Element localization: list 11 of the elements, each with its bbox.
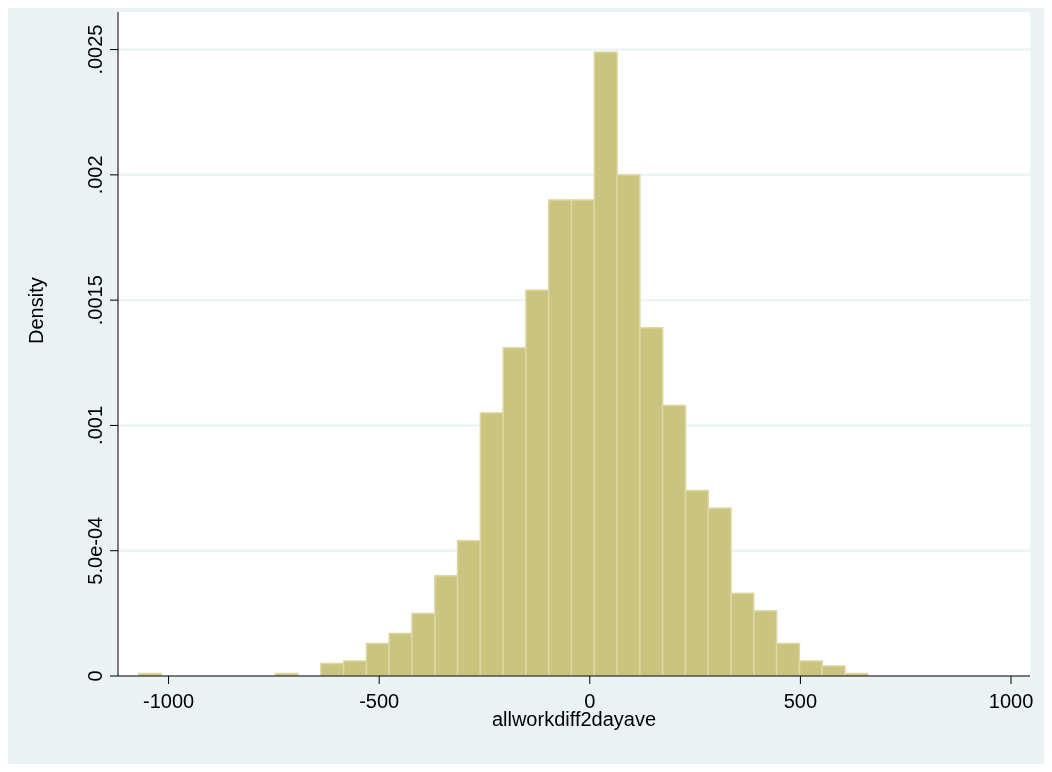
x-tick-label: 1000 (988, 690, 1034, 712)
x-tick-label: -1000 (142, 690, 195, 712)
y-tick-label: .001 (84, 405, 106, 445)
y-tick-label: .0015 (84, 275, 106, 326)
y-tick-label: .0025 (84, 24, 106, 75)
x-tick-label: 500 (783, 690, 818, 712)
y-tick-label: 5.0e-04 (84, 516, 106, 585)
y-tick-label: 0 (84, 670, 106, 682)
x-tick-label: -500 (359, 690, 400, 712)
y-tick-label: .002 (84, 155, 106, 195)
y-axis-title: Density (25, 277, 48, 344)
